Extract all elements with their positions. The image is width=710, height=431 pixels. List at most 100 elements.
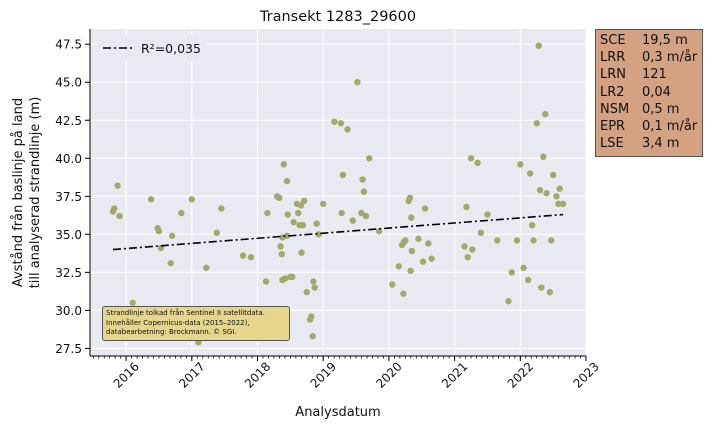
data-point [218,205,225,212]
data-point [344,126,351,133]
data-point [337,120,345,127]
data-point [239,252,247,259]
data-point [524,276,532,284]
data-point [484,211,491,218]
plot-area [90,29,586,356]
data-point [556,185,563,192]
data-point [461,243,468,250]
data-point [528,222,536,229]
x-tick-label: 2016 [111,359,142,390]
data-point [415,235,422,243]
data-point [276,194,283,202]
data-point [290,218,297,226]
data-point [530,237,537,244]
data-point [147,196,155,203]
data-point [547,237,555,244]
data-point [533,120,540,127]
data-point [428,255,435,262]
data-point [283,177,291,185]
data-point [477,229,485,237]
data-point [549,171,557,179]
data-point [277,243,284,250]
data-point [262,278,270,285]
data-point [464,253,471,261]
data-point [513,237,521,244]
data-point [359,176,366,183]
data-point [467,155,475,162]
data-point [311,284,318,291]
data-point [425,240,432,247]
data-point [400,290,407,297]
y-tick-label: 30.0 [55,304,82,318]
data-point [168,232,176,240]
x-tick-label: 2021 [439,359,470,390]
data-source-note: Strandlinje tolkad från Sentinel II sate… [102,306,290,341]
data-point [375,228,383,235]
y-tick-label: 40.0 [55,152,82,166]
data-point [297,202,305,209]
stat-row-sce: SCE 19,5 m [600,33,688,48]
grid-lines [90,29,587,356]
data-point [543,190,550,197]
x-tick-label: 2018 [242,359,273,390]
stat-row-lrr: LRR 0,3 m/år [600,50,698,66]
data-point [114,182,121,189]
x-axis-label: Analysdatum [295,405,380,420]
data-point [559,200,567,208]
stat-row-lr2: LR2 0,04 [600,84,671,100]
data-point [331,118,338,125]
y-axis-label-line2: till analyserad strandlinje (m) [28,97,43,289]
data-point [310,278,317,285]
y-axis-label-line1: Avstånd från baslinje på land [11,98,26,287]
data-point [309,333,316,340]
y-tick-label: 42.5 [55,114,82,128]
data-point [289,273,296,281]
data-point [308,313,315,320]
data-point [338,209,345,217]
data-point [474,159,481,167]
data-point [358,209,365,217]
data-point [315,231,322,238]
y-tick-label: 32.5 [55,266,82,280]
y-tick-label: 27.5 [55,342,82,356]
data-point [520,264,527,271]
data-point [406,194,414,202]
y-tick-label: 47.5 [55,38,82,52]
data-point [155,228,163,235]
chart-title: Transekt 1283_29600 [259,9,416,25]
data-point [299,222,307,229]
stat-row-epr: EPR 0,1 m/år [600,119,698,135]
data-point [300,197,308,205]
data-point [366,155,373,162]
data-point [213,229,220,237]
data-point [517,161,524,168]
data-point [469,246,476,253]
data-point [362,212,370,220]
x-tick-label: 2023 [570,359,601,390]
note-line-1: Strandlinje tolkad från Sentinel II sate… [106,309,265,317]
data-point [247,253,255,261]
data-point [298,249,305,256]
data-point [494,237,501,244]
data-point [360,188,368,195]
data-point [303,288,310,296]
data-point [264,209,271,217]
data-point [339,171,347,179]
data-point [283,232,291,240]
data-point [188,196,196,203]
stat-row-nsm: NSM 0,5 m [600,101,680,117]
data-point [349,217,356,224]
data-point [388,281,396,288]
data-point [408,214,415,221]
legend-label: R²=0,035 [141,41,201,56]
note-line-3: databearbetning: Brockmann. © SGI. [106,328,237,337]
data-point [203,264,210,271]
data-point [555,200,562,208]
stat-row-lrn: LRN 121 [600,67,667,83]
data-point [167,260,175,267]
legend: R²=0,035 [97,35,207,61]
y-tick-label: 35.0 [55,228,82,242]
x-tick-label: 2020 [373,359,404,390]
data-point [419,258,427,265]
